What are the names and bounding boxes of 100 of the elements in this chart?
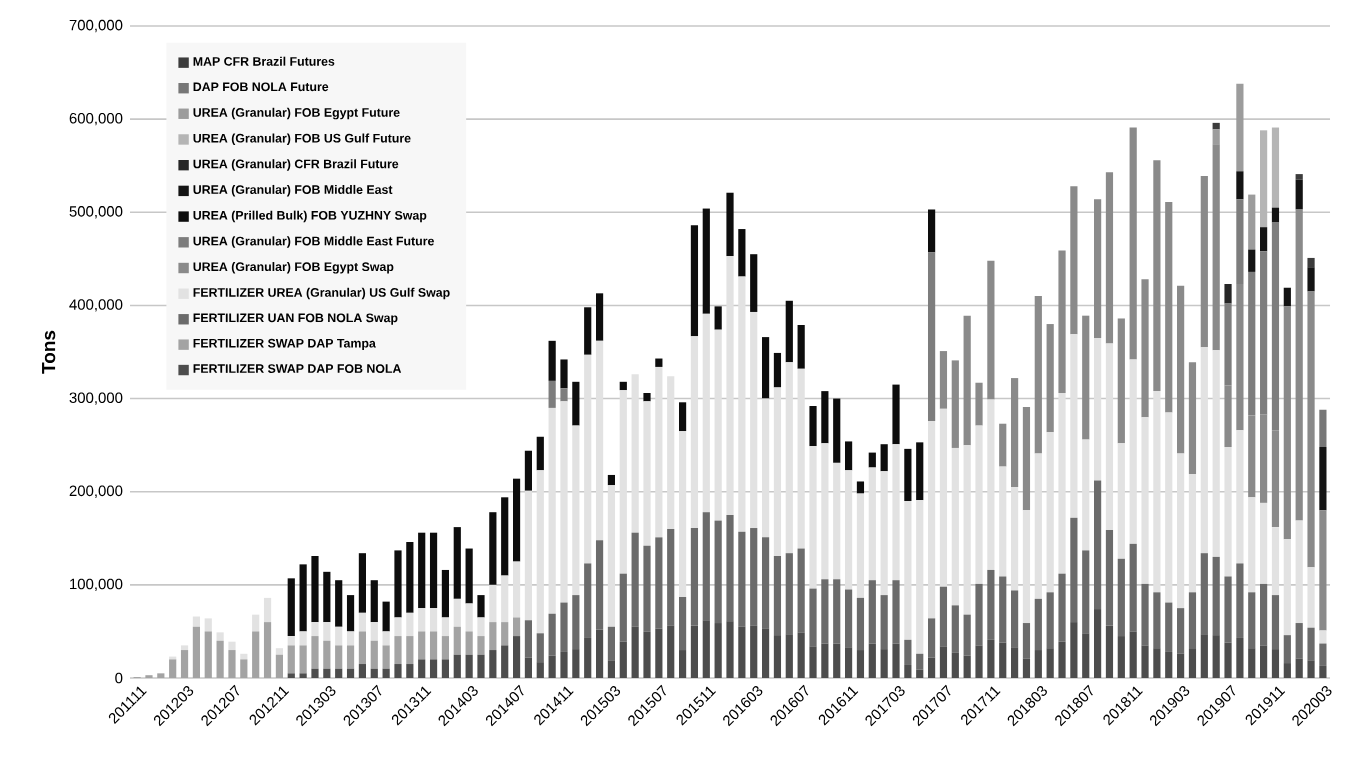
bar — [987, 569, 995, 640]
bar — [833, 579, 841, 644]
bar — [1236, 199, 1244, 285]
bar — [655, 628, 663, 678]
bar — [726, 621, 734, 678]
bar — [678, 431, 687, 597]
bar — [323, 668, 331, 678]
bar — [216, 640, 224, 678]
bar — [429, 608, 438, 632]
bar — [1224, 576, 1232, 643]
bar — [465, 654, 473, 678]
bar — [1295, 623, 1303, 659]
bar — [1271, 527, 1280, 596]
bar — [916, 669, 924, 678]
bar — [1034, 296, 1042, 454]
bar — [524, 490, 533, 621]
bar — [1046, 648, 1054, 678]
bar — [192, 616, 201, 627]
bar — [1177, 653, 1185, 678]
bar — [750, 528, 758, 626]
bar — [667, 625, 675, 678]
bar — [572, 649, 580, 678]
bar — [1165, 651, 1173, 678]
bar — [1094, 609, 1102, 678]
bar — [975, 645, 983, 678]
bar — [1307, 267, 1315, 292]
bar — [584, 563, 592, 638]
bar — [536, 436, 544, 471]
bar — [501, 622, 509, 646]
bar — [512, 617, 521, 637]
bar — [465, 603, 473, 632]
bar — [1248, 648, 1256, 678]
bar — [1011, 590, 1019, 648]
bar — [358, 612, 367, 632]
bar — [406, 542, 414, 613]
bar — [643, 392, 651, 402]
bar — [1236, 83, 1244, 172]
bar — [927, 420, 936, 619]
bar — [406, 612, 414, 637]
bar — [963, 655, 971, 678]
bar — [963, 614, 971, 656]
bar — [892, 643, 900, 678]
bar — [655, 358, 663, 367]
bar — [963, 315, 971, 446]
bar — [631, 626, 639, 678]
bar — [726, 515, 734, 622]
bar — [1058, 250, 1066, 393]
bar — [335, 645, 343, 669]
bar — [975, 583, 983, 646]
bar — [1117, 318, 1125, 444]
bar — [1248, 194, 1256, 250]
bar — [1271, 222, 1280, 431]
bar — [453, 626, 461, 655]
bar — [370, 622, 378, 641]
bar — [1129, 543, 1137, 632]
bar — [987, 260, 995, 400]
bar — [323, 571, 331, 623]
bar — [512, 636, 521, 678]
bar — [1129, 127, 1137, 360]
bar — [299, 631, 307, 646]
bar — [311, 555, 319, 623]
bar — [560, 651, 568, 678]
bar — [1260, 583, 1268, 646]
bar — [809, 646, 817, 678]
bar — [714, 520, 722, 624]
bar — [1319, 665, 1327, 678]
bar — [346, 595, 355, 632]
bar — [619, 381, 627, 391]
bar — [180, 650, 189, 678]
bar — [1165, 602, 1173, 652]
bar — [844, 589, 853, 648]
bar — [1105, 529, 1114, 626]
bar — [406, 664, 414, 678]
bar — [358, 664, 367, 678]
bar — [1248, 415, 1256, 498]
bar — [1248, 249, 1256, 272]
bar — [1224, 303, 1232, 386]
bar — [1105, 172, 1114, 344]
bar — [418, 608, 426, 632]
bar — [844, 470, 853, 590]
bar — [1034, 650, 1042, 678]
bar — [880, 595, 888, 650]
bar — [512, 478, 521, 562]
bar — [785, 634, 793, 678]
bar — [927, 657, 936, 678]
bar — [1260, 251, 1268, 415]
bar — [1153, 592, 1161, 649]
bar — [1200, 175, 1208, 348]
bar — [726, 192, 734, 257]
bar — [821, 579, 829, 644]
bar — [441, 659, 450, 678]
bar — [1224, 284, 1232, 304]
bar — [1165, 202, 1173, 413]
bar — [1271, 595, 1280, 650]
bar — [1188, 592, 1197, 649]
bar — [1188, 648, 1197, 678]
bar — [1022, 658, 1031, 678]
bar — [394, 617, 402, 637]
bar — [560, 388, 568, 402]
bar — [856, 597, 865, 651]
